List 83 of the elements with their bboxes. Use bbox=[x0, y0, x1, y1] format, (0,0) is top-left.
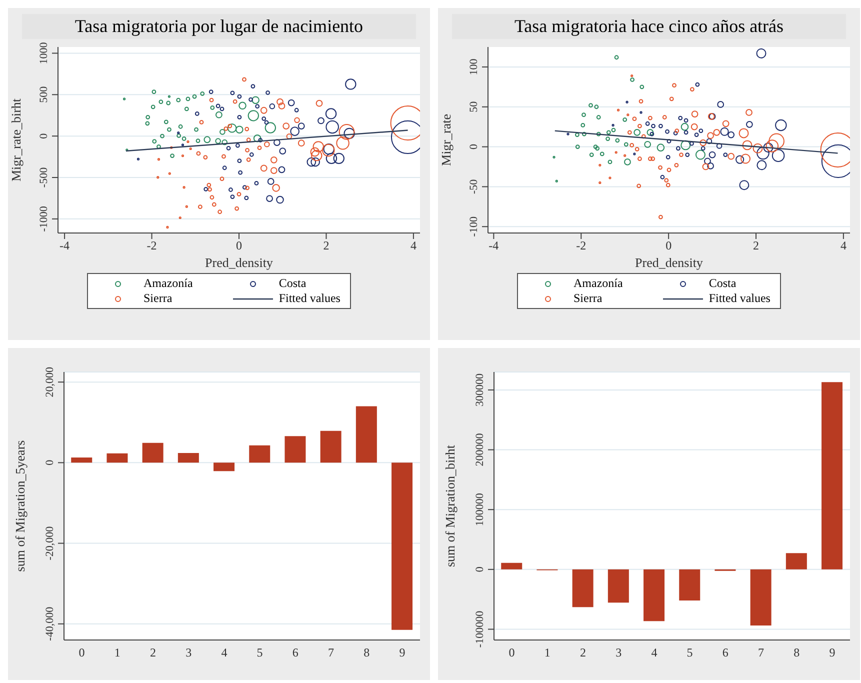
x-tick-label: 4 bbox=[840, 238, 846, 253]
y-tick-label: 1000 bbox=[38, 42, 50, 64]
legend-label: Costa bbox=[708, 276, 736, 291]
legend-label: Fitted values bbox=[708, 291, 770, 306]
bar bbox=[178, 453, 199, 463]
y-tick-label: 100000 bbox=[474, 492, 486, 526]
bar bbox=[106, 453, 128, 463]
legend-label: Sierra bbox=[574, 291, 602, 306]
bar bbox=[356, 406, 377, 463]
x-tick-label: 0 bbox=[236, 238, 242, 253]
x-tick-label: 9 bbox=[399, 646, 406, 660]
x-tick-label: -4 bbox=[60, 238, 70, 253]
y-axis-title: Migr_rate bbox=[438, 114, 454, 166]
x-tick-label: 6 bbox=[722, 646, 728, 660]
bar bbox=[644, 569, 665, 622]
chart-title: Tasa migratoria hace cinco años atrás bbox=[452, 14, 846, 39]
bar bbox=[392, 462, 413, 630]
y-tick-label: 0 bbox=[44, 459, 56, 466]
y-tick-label: -40,000 bbox=[44, 606, 56, 641]
bar bbox=[501, 562, 522, 570]
y-tick-label: 0 bbox=[468, 144, 480, 150]
y-tick-label: -1000 bbox=[38, 206, 50, 232]
x-tick-label: -4 bbox=[488, 238, 499, 253]
x-tick-label: 4 bbox=[221, 646, 228, 660]
x-tick-label: -2 bbox=[576, 238, 586, 253]
x-tick-label: 3 bbox=[616, 646, 622, 660]
y-tick-label: -100000 bbox=[474, 610, 486, 648]
bar bbox=[320, 430, 342, 463]
x-tick-label: -2 bbox=[146, 238, 157, 253]
bar bbox=[679, 569, 700, 601]
x-tick-label: 2 bbox=[753, 238, 759, 253]
y-axis-title: Migr_rate_birht bbox=[8, 98, 24, 182]
x-tick-label: 5 bbox=[256, 646, 263, 660]
x-tick-label: 0 bbox=[666, 238, 672, 253]
y-axis-title: sum of Migration_birht bbox=[442, 444, 458, 568]
x-axis-title: Pred_density bbox=[635, 255, 704, 270]
x-tick-label: 2 bbox=[580, 646, 586, 660]
x-tick-label: 0 bbox=[508, 646, 515, 660]
bar bbox=[214, 462, 235, 472]
y-tick-label: 0 bbox=[474, 566, 486, 572]
bar bbox=[249, 445, 270, 463]
y-axis-title: sum of Migration_5years bbox=[12, 440, 28, 572]
x-tick-label: 5 bbox=[686, 646, 693, 660]
legend-label: Sierra bbox=[144, 291, 172, 306]
y-tick-label: 200000 bbox=[474, 432, 486, 466]
x-tick-label: 6 bbox=[292, 646, 298, 660]
x-tick-label: 7 bbox=[758, 646, 764, 660]
y-tick-label: 0 bbox=[38, 132, 50, 139]
y-tick-label: -20,000 bbox=[44, 526, 56, 560]
bar bbox=[572, 569, 594, 608]
x-tick-label: 4 bbox=[651, 646, 658, 660]
legend-label: Fitted values bbox=[278, 291, 340, 306]
y-tick-label: -100 bbox=[468, 216, 480, 237]
x-tick-label: 1 bbox=[544, 646, 550, 660]
y-tick-label: 100 bbox=[468, 58, 480, 76]
x-tick-label: 2 bbox=[150, 646, 156, 660]
y-tick-label: 20,000 bbox=[44, 366, 56, 398]
x-tick-label: 0 bbox=[78, 646, 85, 660]
y-tick-label: 500 bbox=[38, 86, 50, 103]
bar bbox=[750, 569, 772, 626]
x-tick-label: 9 bbox=[829, 646, 836, 660]
bar bbox=[786, 553, 807, 570]
y-tick-label: 300000 bbox=[474, 372, 486, 406]
legend-label: Costa bbox=[278, 276, 306, 291]
x-axis-title: Pred_density bbox=[205, 255, 274, 270]
x-tick-label: 8 bbox=[794, 646, 800, 660]
x-tick-label: 3 bbox=[186, 646, 192, 660]
chart-title: Tasa migratoria por lugar de nacimiento bbox=[22, 14, 416, 39]
y-tick-label: -500 bbox=[38, 166, 50, 188]
bar bbox=[71, 457, 92, 463]
y-tick-label: -50 bbox=[468, 178, 480, 194]
legend-label: Amazonía bbox=[144, 276, 193, 291]
bar bbox=[822, 382, 843, 570]
x-tick-label: 4 bbox=[410, 238, 416, 253]
legend-label: Amazonía bbox=[574, 276, 623, 291]
x-tick-label: 2 bbox=[323, 238, 330, 253]
x-tick-label: 1 bbox=[114, 646, 120, 660]
bar bbox=[284, 436, 306, 463]
x-tick-label: 8 bbox=[364, 646, 370, 660]
y-tick-label: 50 bbox=[468, 100, 480, 112]
bar bbox=[142, 442, 164, 463]
x-tick-label: 7 bbox=[328, 646, 334, 660]
bar bbox=[608, 569, 629, 603]
